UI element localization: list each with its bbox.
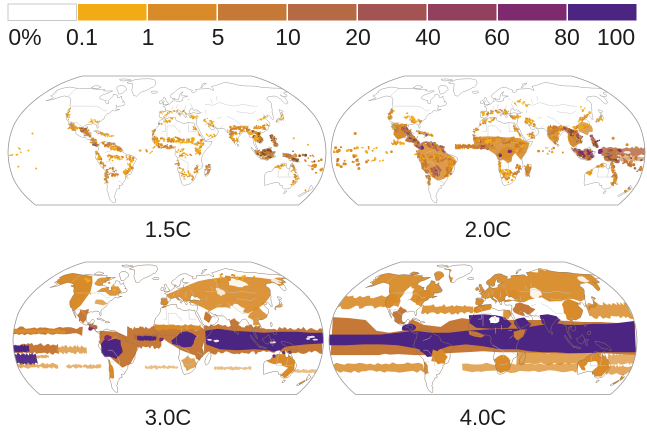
svg-text:80: 80	[554, 24, 580, 50]
svg-text:20: 20	[345, 24, 371, 50]
svg-text:10: 10	[275, 24, 301, 50]
svg-text:3.0C: 3.0C	[145, 405, 192, 430]
svg-text:100: 100	[597, 24, 635, 50]
svg-text:1.5C: 1.5C	[145, 217, 192, 242]
svg-text:1: 1	[142, 24, 155, 50]
svg-text:40: 40	[415, 24, 441, 50]
svg-text:0%: 0%	[8, 24, 41, 50]
svg-text:4.0C: 4.0C	[460, 405, 507, 430]
svg-text:0.1: 0.1	[66, 24, 98, 50]
svg-text:60: 60	[484, 24, 510, 50]
svg-text:2.0C: 2.0C	[465, 217, 512, 242]
svg-text:5: 5	[212, 24, 225, 50]
